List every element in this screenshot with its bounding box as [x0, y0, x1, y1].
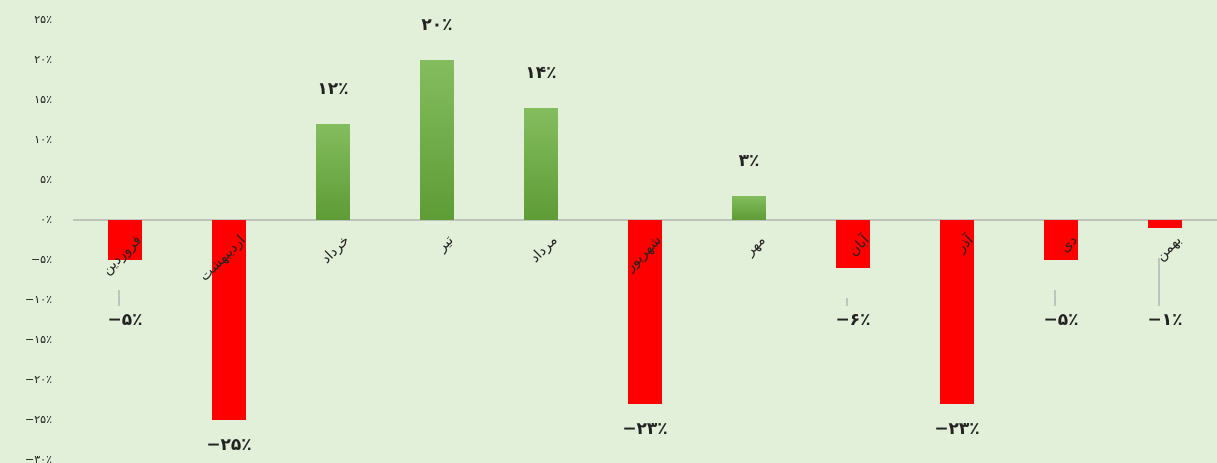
x-tick-label: مرداد	[527, 232, 561, 266]
value-label: ۱۲٪	[317, 79, 348, 99]
value-label: −۵٪	[1044, 310, 1079, 330]
x-tick-label: بهمن	[1153, 232, 1185, 264]
bar	[1148, 220, 1182, 228]
bar	[108, 220, 142, 260]
y-tick-label: −۳۰٪	[25, 453, 52, 463]
bar	[836, 220, 870, 268]
bar	[524, 108, 558, 220]
y-tick-label: ۰٪	[40, 213, 52, 226]
x-tick-label: مهر	[741, 232, 768, 259]
value-label: −۲۳٪	[622, 419, 667, 439]
bar	[628, 220, 662, 404]
y-tick-label: ۱۰٪	[34, 133, 52, 146]
value-label: −۵٪	[108, 310, 143, 330]
bar	[212, 220, 246, 420]
bar	[940, 220, 974, 404]
y-tick-label: ۱۵٪	[34, 93, 52, 106]
y-tick-label: −۵٪	[31, 253, 52, 266]
x-tick-label: تیر	[433, 232, 456, 255]
y-tick-label: −۲۰٪	[25, 373, 52, 386]
y-tick-label: ۲۰٪	[34, 53, 52, 66]
value-label: ۳٪	[739, 151, 760, 171]
y-tick-label: ۲۵٪	[34, 13, 52, 26]
bar	[316, 124, 350, 220]
bar	[1044, 220, 1078, 260]
y-tick-label: −۱۵٪	[25, 333, 52, 346]
value-label: −۱٪	[1148, 310, 1183, 330]
x-tick-label: خرداد	[318, 232, 352, 266]
value-label: −۶٪	[836, 310, 871, 330]
bar	[732, 196, 766, 220]
bar	[420, 60, 454, 220]
y-tick-label: ۵٪	[40, 173, 52, 186]
value-label: −۲۵٪	[206, 435, 251, 455]
value-label: ۱۴٪	[525, 63, 556, 83]
y-tick-label: −۱۰٪	[25, 293, 52, 306]
y-tick-label: −۲۵٪	[25, 413, 52, 426]
value-label: ۲۰٪	[421, 15, 452, 35]
value-label: −۲۳٪	[934, 419, 979, 439]
